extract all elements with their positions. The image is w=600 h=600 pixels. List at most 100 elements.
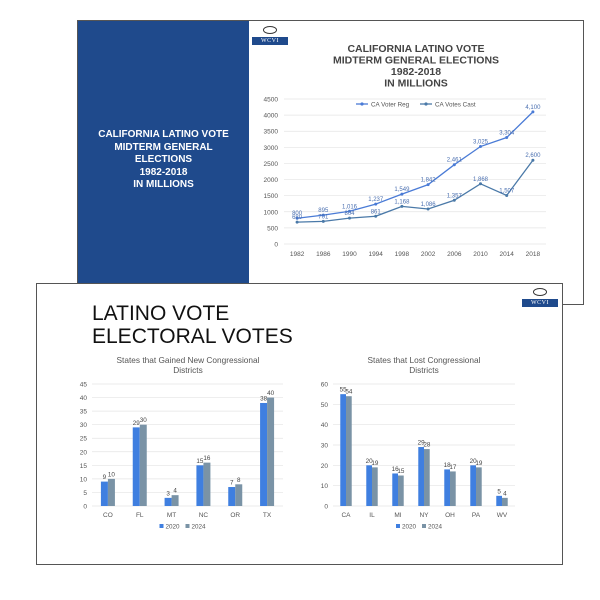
y-tick-label: 10 (321, 483, 329, 490)
y-tick-label: 30 (80, 422, 88, 429)
data-point (295, 220, 299, 224)
legend-swatch-2024 (185, 524, 190, 528)
data-point (505, 136, 509, 140)
data-label: 7 (230, 480, 234, 487)
x-tick-label: 1998 (395, 251, 410, 258)
data-label: 38 (260, 395, 268, 402)
title-sidebar: CALIFORNIA LATINO VOTE MIDTERM GENERAL E… (78, 21, 249, 304)
y-tick-label: 4500 (264, 97, 279, 104)
data-point (531, 110, 535, 114)
legend-marker-1 (360, 102, 364, 106)
bar-2024 (107, 478, 115, 506)
data-label: 1,868 (473, 177, 489, 183)
data-label: 680 (292, 215, 303, 221)
bar-2020 (496, 495, 502, 506)
bar-2024 (398, 475, 404, 506)
x-tick-label: 2014 (499, 251, 514, 258)
data-label: 8 (237, 477, 241, 484)
data-label: 20 (366, 458, 374, 465)
y-tick-label: 10 (80, 476, 88, 483)
data-label: 2,461 (447, 158, 463, 164)
y-tick-label: 60 (321, 382, 329, 389)
data-point (479, 145, 482, 149)
x-tick-label: OR (230, 512, 240, 519)
x-tick-label: NC (199, 512, 209, 519)
data-label: 3,025 (473, 140, 489, 146)
data-label: 1,842 (421, 178, 437, 184)
data-label: 29 (418, 440, 426, 447)
line-chart-title: CALIFORNIA LATINO VOTE (347, 43, 484, 55)
slide-bottom: LATINO VOTE ELECTORAL VOTES WCVI (36, 283, 563, 565)
data-point (426, 183, 430, 187)
wcvi-logo-2: WCVI (522, 288, 558, 310)
data-point (348, 209, 351, 213)
bar-chart-title: Districts (409, 365, 439, 375)
bar-chart-title: States that Lost Congressional (368, 355, 481, 365)
data-point (400, 204, 404, 208)
y-tick-label: 40 (80, 395, 88, 402)
y-tick-label: 1500 (264, 193, 279, 200)
data-label: 17 (449, 464, 457, 471)
y-tick-label: 20 (321, 463, 329, 470)
data-point (426, 207, 430, 211)
data-point (374, 214, 378, 218)
bar-2020 (366, 465, 372, 506)
data-label: 701 (318, 214, 329, 220)
legend-label-2020: 2020 (166, 524, 181, 531)
legend-label-2024: 2024 (428, 524, 443, 531)
data-label: 1,168 (394, 199, 410, 205)
x-tick-label: CA (341, 512, 351, 519)
legend-label-2024: 2024 (192, 524, 207, 531)
data-label: 19 (371, 460, 379, 467)
bar-2024 (372, 467, 378, 506)
x-tick-label: TX (263, 512, 272, 519)
bar-2024 (502, 497, 508, 506)
data-point (479, 182, 482, 186)
y-tick-label: 20 (80, 449, 88, 456)
legend-label-2: CA Votes Cast (435, 102, 476, 109)
y-tick-label: 30 (321, 443, 329, 450)
x-tick-label: 2002 (421, 251, 436, 258)
y-tick-label: 0 (324, 504, 328, 511)
data-label: 1,357 (447, 193, 463, 199)
bar-2024 (424, 449, 430, 506)
y-tick-label: 35 (80, 409, 88, 416)
x-tick-label: 1986 (316, 251, 331, 258)
data-label: 3 (166, 490, 170, 497)
slide-top: CALIFORNIA LATINO VOTE MIDTERM GENERAL E… (77, 20, 584, 305)
x-tick-label: IL (369, 512, 375, 519)
data-label: 4,100 (525, 105, 541, 111)
bar-2024 (203, 462, 211, 506)
logo-mark-icon (533, 288, 547, 296)
bar-chart-title: States that Gained New Congressional (117, 355, 260, 365)
data-label: 28 (423, 442, 431, 449)
bar-2020 (132, 427, 140, 506)
data-label: 1,507 (499, 188, 515, 194)
data-point (531, 158, 535, 162)
y-tick-label: 3500 (264, 129, 279, 136)
data-label: 800 (292, 211, 303, 217)
bar-2024 (171, 495, 179, 506)
data-label: 18 (444, 462, 452, 469)
data-label: 2,600 (525, 153, 541, 159)
bar-2020 (164, 497, 172, 506)
legend-swatch-2024 (422, 524, 426, 528)
y-tick-label: 25 (80, 436, 88, 443)
data-label: 1,016 (342, 204, 358, 210)
data-point (321, 219, 325, 223)
legend-swatch-2020 (159, 524, 164, 528)
bar-2024 (476, 467, 482, 506)
data-label: 4 (503, 490, 507, 497)
bar-2020 (418, 447, 424, 506)
data-label: 3,304 (499, 131, 515, 137)
x-tick-label: 2006 (447, 251, 462, 258)
bar-2020 (340, 394, 346, 506)
data-point (295, 216, 299, 220)
line-chart-title: 1982-2018 (391, 66, 441, 78)
x-tick-label: 2010 (473, 251, 488, 258)
x-tick-label: WV (497, 512, 508, 519)
data-label: 4 (173, 488, 177, 495)
y-tick-label: 40 (321, 422, 329, 429)
bar-2020 (228, 487, 236, 506)
